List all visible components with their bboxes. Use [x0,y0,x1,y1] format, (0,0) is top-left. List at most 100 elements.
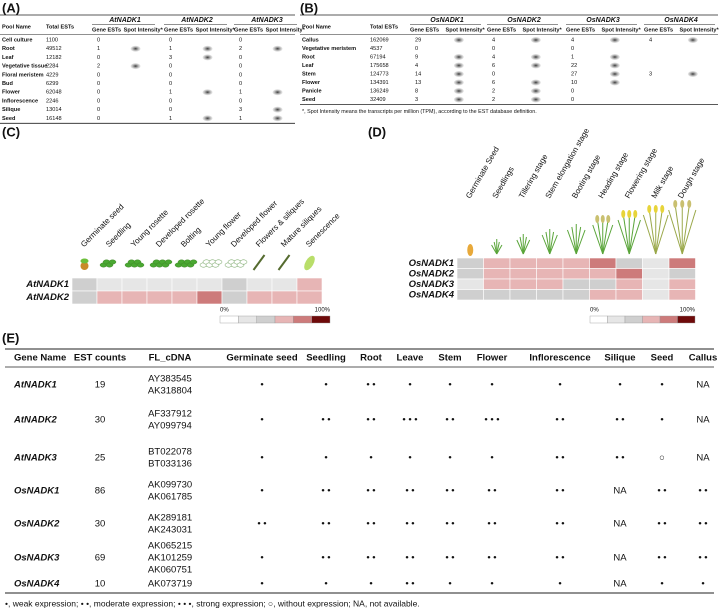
panel-label: (C) [2,124,20,139]
pool-name: Callus [302,37,319,43]
sub-header: Gene ESTs [644,27,673,33]
pool-name: Vegetative meristem [302,46,356,52]
gene-ests: 0 [97,81,100,87]
total-ests: 4229 [46,72,58,78]
expression: • • [405,519,414,530]
spot [272,115,283,122]
fl-cdna: AF337912 [148,409,192,420]
sub-header: Spot Intensity* [124,27,164,33]
column-header: Germinate seed [226,353,297,364]
gene-ests: 0 [97,107,100,113]
spot [453,37,464,43]
gene-name: AtNADK3 [13,453,57,464]
footnote: •, weak expression; • •, moderate expres… [5,598,420,608]
spot [453,62,464,69]
expression: • [490,579,493,590]
pool-name: Root [302,54,315,60]
gene-ests: 0 [97,90,100,96]
heat-cell [271,277,298,292]
fl-cdna: AK243031 [148,525,192,536]
heat-cell [642,268,670,280]
heat-cell [71,290,98,305]
expression: NA [696,453,710,464]
gene-ests: 0 [169,64,172,70]
gene-name: OsNADK4 [14,579,60,590]
expression: • • [366,519,375,530]
gene-name: OsNADK1 [14,486,59,497]
column-header: Gene Name [14,353,66,364]
heat-cell [483,268,511,280]
pool-name: Flower [302,80,321,86]
expression: • [324,380,327,391]
heat-cell [483,278,511,290]
icon [575,226,582,255]
heat-cell [562,289,590,301]
spot [272,89,283,96]
pool-name: Vegetative tissue [2,64,47,70]
spot [272,45,283,52]
gene-ests: 4 [571,37,574,43]
heat-cell [536,278,564,290]
column-header: Callus [689,353,718,364]
heat-cell [483,257,511,269]
heat-cell [296,277,323,292]
total-ests: 134391 [370,80,389,86]
column-header: Flower [477,353,508,364]
panel-label: (E) [2,330,19,345]
spot [687,71,698,77]
heat-cell [668,257,696,269]
heat-cell [562,278,590,290]
icon [673,200,678,208]
icon [600,215,605,223]
column-header: Seedling [306,353,346,364]
icon [541,234,551,255]
gene-ests: 1 [571,54,574,60]
legend-swatch [219,315,239,324]
sub-header: Gene ESTs [487,27,516,33]
column-header: Total ESTs [370,24,398,30]
pool-name: Inflorescence [2,98,38,104]
expression: • [408,453,411,464]
legend-label: 100% [315,308,331,314]
expression: • • [615,453,624,464]
total-ests: 4537 [370,46,382,52]
spot [130,45,141,52]
legend-swatch [624,315,643,324]
icon [668,209,683,255]
gene-ests: 3 [415,97,418,103]
pool-name: Stem [302,71,316,77]
gene-name: AtNADK1 [13,380,57,391]
spot [453,54,464,60]
heat-cell [509,289,537,301]
heat-cell [196,277,223,292]
gene-ests: 2 [492,88,495,94]
gene-ests: 1 [169,46,172,52]
expression: • [260,415,263,426]
icon [674,206,683,255]
icon [80,262,89,270]
icon [597,221,604,255]
icon [549,231,555,255]
expression: • [369,453,372,464]
icon [496,244,503,255]
heat-cell [483,289,511,301]
expression: • • [487,553,496,564]
expression: ○ [659,453,665,464]
expression: • • [615,415,624,426]
gene-label: OsNADK2 [409,268,455,279]
expression: • [701,579,704,590]
spot [530,88,541,94]
expression: NA [613,519,627,530]
gene-name: OsNADK3 [14,553,60,564]
heat-cell [146,290,173,305]
heat-cell [246,277,273,292]
expression: • • [698,553,707,564]
heat-cell [456,278,484,290]
gene-ests: 2 [97,64,100,70]
gene-ests: 0 [492,46,495,52]
icon [522,236,527,255]
heat-cell [246,290,273,305]
total-ests: 12182 [46,55,62,61]
heat-cell [456,257,484,269]
